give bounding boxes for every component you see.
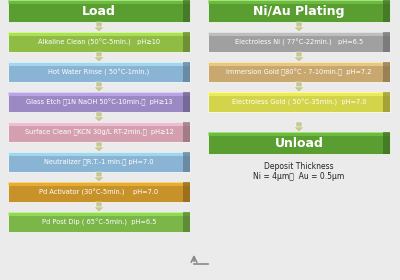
Bar	[208, 0, 390, 4]
Bar	[8, 152, 190, 156]
Bar	[296, 82, 302, 87]
Polygon shape	[294, 127, 304, 132]
Bar	[8, 212, 190, 216]
Bar	[208, 0, 390, 22]
Text: Electroless Gold ( 50°C-35min.)  pH=7.0: Electroless Gold ( 50°C-35min.) pH=7.0	[232, 98, 366, 106]
Bar	[8, 122, 190, 142]
Bar	[96, 22, 102, 27]
Bar	[183, 0, 190, 22]
Bar	[383, 0, 390, 22]
Bar	[8, 122, 190, 126]
Bar	[208, 62, 390, 82]
Bar	[208, 132, 390, 136]
Bar	[383, 32, 390, 52]
Bar	[8, 152, 190, 172]
Bar	[296, 52, 302, 57]
Bar	[383, 92, 390, 112]
Text: Glass Etch （1N NaOH 50°C-10min.）  pH≥13: Glass Etch （1N NaOH 50°C-10min.） pH≥13	[26, 98, 172, 106]
Bar	[296, 122, 302, 127]
Bar	[208, 92, 390, 95]
Text: Immersion Gold （80°C - 7-10min.）  pH=7.2: Immersion Gold （80°C - 7-10min.） pH=7.2	[226, 68, 372, 76]
Bar	[296, 22, 302, 27]
Bar	[8, 62, 190, 82]
Polygon shape	[94, 27, 104, 32]
Bar	[96, 172, 102, 177]
Text: Load: Load	[82, 4, 116, 18]
Text: Ni/Au Plating: Ni/Au Plating	[253, 4, 345, 18]
Bar	[96, 112, 102, 117]
Bar	[183, 122, 190, 142]
Bar	[8, 92, 190, 95]
Polygon shape	[94, 117, 104, 122]
Text: Electroless Ni ( 77°C-22min.)   pH=6.5: Electroless Ni ( 77°C-22min.) pH=6.5	[235, 38, 363, 46]
Bar	[8, 62, 190, 66]
Text: Hot Water Rinse ( 50°C-1min.): Hot Water Rinse ( 50°C-1min.)	[48, 68, 150, 76]
Bar	[96, 202, 102, 207]
Bar	[8, 32, 190, 36]
Bar	[183, 152, 190, 172]
Polygon shape	[294, 57, 304, 62]
Bar	[208, 62, 390, 66]
Bar	[208, 92, 390, 112]
Text: Neutralizer （R.T.-1 min.） pH=7.0: Neutralizer （R.T.-1 min.） pH=7.0	[44, 159, 154, 165]
Polygon shape	[294, 87, 304, 92]
Polygon shape	[94, 147, 104, 152]
Bar	[96, 142, 102, 147]
Bar	[8, 92, 190, 112]
Polygon shape	[94, 57, 104, 62]
Polygon shape	[94, 207, 104, 212]
Bar	[383, 62, 390, 82]
Text: Surface Clean （KCN 30g/L RT-2min.）  pH≥12: Surface Clean （KCN 30g/L RT-2min.） pH≥12	[24, 129, 174, 135]
Polygon shape	[94, 87, 104, 92]
Bar	[183, 182, 190, 202]
Polygon shape	[294, 27, 304, 32]
Bar	[8, 212, 190, 232]
Bar	[183, 212, 190, 232]
Bar	[183, 62, 190, 82]
Bar	[208, 32, 390, 36]
Bar	[8, 0, 190, 22]
Text: Pd Activator (30°C-5min.)    pH=7.0: Pd Activator (30°C-5min.) pH=7.0	[39, 188, 159, 196]
Bar	[8, 182, 190, 186]
Text: Unload: Unload	[274, 137, 324, 150]
Bar	[8, 32, 190, 52]
Bar	[183, 32, 190, 52]
Bar	[96, 82, 102, 87]
Text: Alkaline Clean (50°C-5min.)   pH≥10: Alkaline Clean (50°C-5min.) pH≥10	[38, 38, 160, 46]
Text: Pd Post Dip ( 65°C-5min.)  pH=6.5: Pd Post Dip ( 65°C-5min.) pH=6.5	[42, 218, 156, 226]
Bar	[183, 92, 190, 112]
Bar	[8, 0, 190, 4]
Bar	[8, 182, 190, 202]
Bar	[208, 132, 390, 154]
Text: Deposit Thickness
Ni = 4μm，  Au = 0.5μm: Deposit Thickness Ni = 4μm， Au = 0.5μm	[253, 162, 345, 181]
Bar	[96, 52, 102, 57]
Bar	[208, 32, 390, 52]
Polygon shape	[94, 177, 104, 182]
Bar	[383, 132, 390, 154]
